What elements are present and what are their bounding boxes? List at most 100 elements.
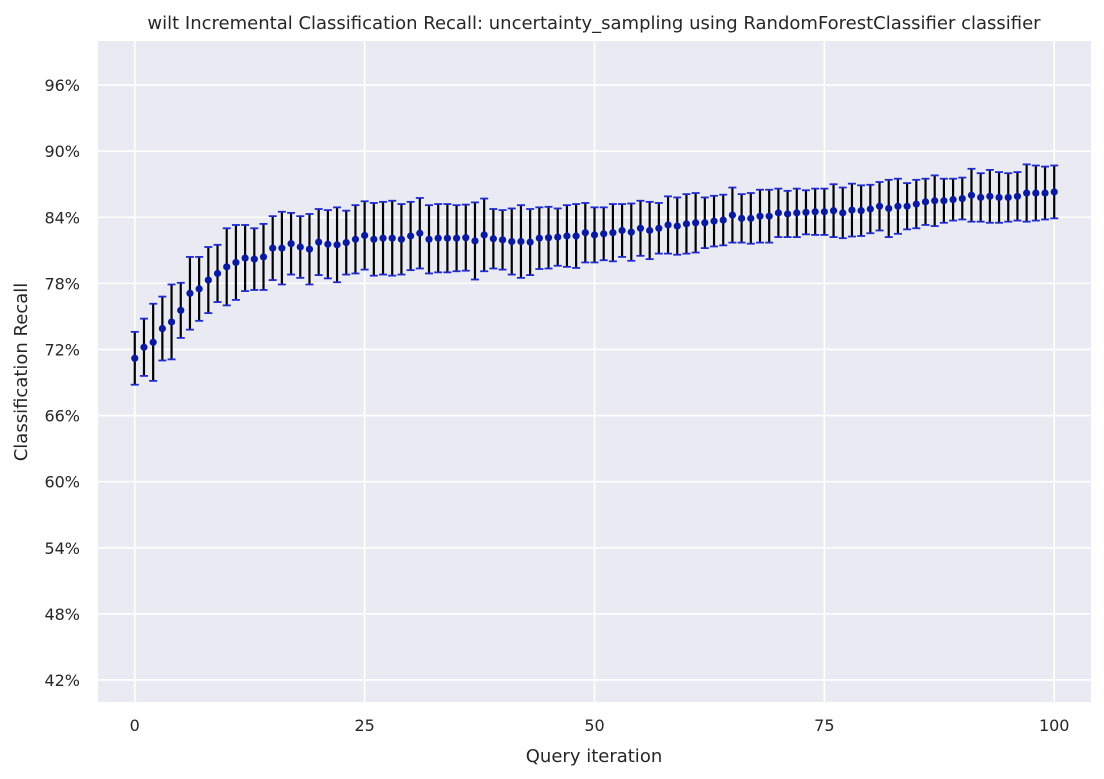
data-point bbox=[305, 245, 314, 253]
data-point bbox=[158, 324, 166, 333]
data-point bbox=[462, 234, 470, 242]
data-point bbox=[848, 206, 856, 214]
data-point bbox=[940, 197, 948, 205]
data-point bbox=[149, 338, 157, 346]
data-point bbox=[967, 191, 976, 199]
data-point bbox=[618, 226, 626, 235]
data-point bbox=[517, 237, 525, 246]
data-point bbox=[370, 235, 378, 243]
data-point bbox=[783, 210, 792, 218]
x-tick-label: 0 bbox=[130, 716, 140, 735]
data-point bbox=[829, 207, 838, 215]
data-point bbox=[949, 196, 957, 204]
data-point bbox=[875, 202, 884, 210]
data-point bbox=[692, 219, 700, 227]
data-point bbox=[489, 235, 497, 243]
data-point bbox=[857, 207, 865, 215]
data-point bbox=[204, 276, 212, 284]
data-point bbox=[544, 234, 553, 242]
data-point bbox=[416, 229, 424, 237]
data-point bbox=[259, 253, 268, 261]
data-point bbox=[535, 234, 543, 242]
data-point bbox=[738, 214, 746, 222]
data-point bbox=[765, 212, 773, 220]
data-point bbox=[590, 231, 599, 239]
data-point bbox=[719, 216, 727, 224]
data-point bbox=[131, 354, 139, 362]
data-point bbox=[287, 240, 295, 248]
x-axis-label: Query iteration bbox=[526, 746, 662, 767]
data-point bbox=[931, 197, 939, 205]
data-point bbox=[177, 306, 185, 314]
data-point bbox=[186, 289, 194, 297]
y-tick-label: 48% bbox=[44, 605, 80, 624]
data-point bbox=[498, 236, 507, 244]
data-point bbox=[912, 200, 920, 208]
data-point bbox=[820, 208, 828, 216]
data-point bbox=[388, 234, 396, 242]
data-point bbox=[921, 198, 930, 206]
data-point bbox=[250, 255, 258, 263]
data-point bbox=[986, 192, 994, 200]
data-point bbox=[434, 234, 442, 242]
y-tick-label: 78% bbox=[44, 274, 80, 293]
data-point bbox=[140, 343, 148, 351]
y-tick-label: 90% bbox=[44, 142, 80, 161]
data-point bbox=[958, 194, 966, 203]
data-point bbox=[241, 254, 249, 262]
data-point bbox=[315, 238, 323, 246]
data-point bbox=[839, 209, 847, 217]
y-tick-label: 96% bbox=[44, 76, 80, 95]
data-point bbox=[811, 208, 819, 216]
data-point bbox=[728, 211, 737, 219]
data-point bbox=[774, 209, 782, 217]
data-point bbox=[627, 228, 635, 236]
data-point bbox=[581, 229, 589, 237]
x-tick-label: 75 bbox=[814, 716, 834, 735]
data-point bbox=[195, 285, 203, 293]
data-point bbox=[526, 238, 534, 246]
data-point bbox=[296, 243, 304, 251]
data-point bbox=[793, 209, 801, 217]
data-point bbox=[600, 230, 608, 238]
y-tick-label: 72% bbox=[44, 340, 80, 359]
data-point bbox=[609, 229, 617, 237]
y-tick-label: 66% bbox=[44, 407, 80, 426]
data-point bbox=[646, 226, 654, 235]
data-point bbox=[508, 237, 516, 246]
y-axis-label: Classification Recall bbox=[11, 283, 32, 462]
data-point bbox=[572, 232, 580, 240]
data-point bbox=[655, 224, 663, 232]
data-point bbox=[379, 234, 387, 242]
x-tick-label: 100 bbox=[1039, 716, 1070, 735]
data-point bbox=[747, 214, 755, 222]
data-point bbox=[995, 193, 1003, 202]
data-point bbox=[1023, 189, 1031, 197]
data-point bbox=[1041, 189, 1049, 197]
y-tick-label: 54% bbox=[44, 539, 80, 558]
data-point bbox=[471, 237, 479, 245]
data-point bbox=[324, 240, 332, 248]
data-point bbox=[278, 244, 286, 252]
data-point bbox=[554, 233, 562, 241]
data-point bbox=[636, 224, 645, 232]
data-point bbox=[894, 202, 902, 210]
y-tick-labels: 42% 48% 54% 60% 66% 72% 78% 84% 90% 96% bbox=[44, 76, 80, 690]
y-tick-label: 84% bbox=[44, 208, 80, 227]
data-points bbox=[131, 188, 1058, 362]
data-point bbox=[232, 258, 240, 267]
data-point bbox=[701, 219, 709, 227]
x-tick-labels: 0 25 50 75 100 bbox=[130, 716, 1070, 735]
data-point bbox=[710, 217, 718, 225]
data-point bbox=[443, 234, 451, 242]
data-point bbox=[664, 221, 672, 229]
data-point bbox=[452, 234, 461, 242]
data-point bbox=[425, 235, 433, 243]
x-tick-label: 50 bbox=[584, 716, 604, 735]
data-point bbox=[1032, 189, 1040, 197]
data-point bbox=[397, 235, 406, 243]
x-tick-label: 25 bbox=[354, 716, 374, 735]
data-point bbox=[333, 241, 341, 249]
data-point bbox=[223, 263, 231, 271]
